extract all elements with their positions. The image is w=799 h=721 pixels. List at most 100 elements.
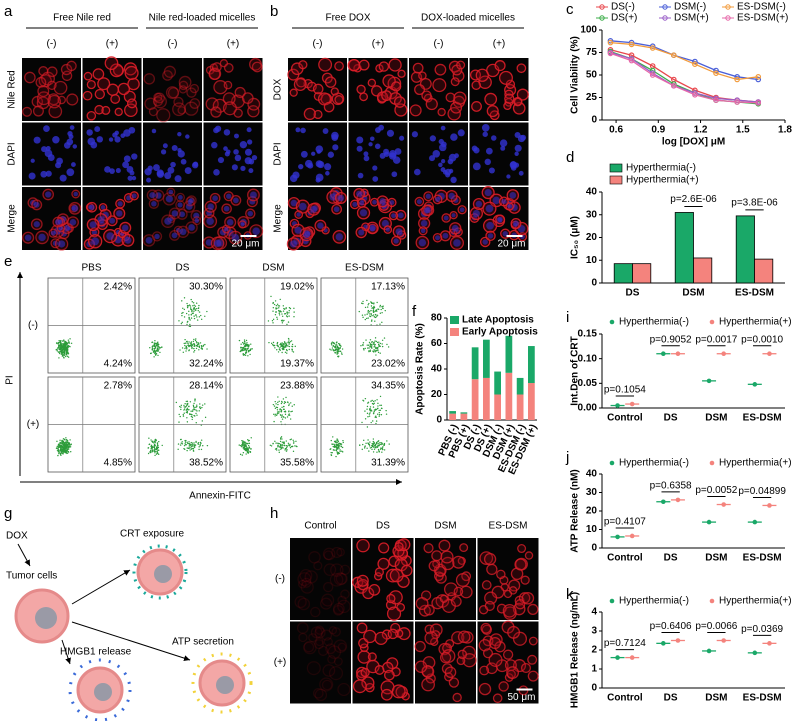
node-label: CRT exposure [120, 529, 185, 540]
p-value: p=0.0052 [695, 485, 737, 496]
nucleus-stain [375, 127, 381, 133]
event-dot [282, 343, 283, 344]
event-dot [332, 436, 333, 437]
event-dot [194, 409, 195, 410]
event-dot [251, 437, 252, 438]
event-dot [384, 443, 385, 444]
y-tick-label: 30 [586, 209, 598, 220]
event-dot [157, 451, 158, 452]
nucleus-stain [163, 143, 168, 148]
event-dot [286, 447, 287, 448]
cell-stain [392, 685, 405, 698]
event-dot [187, 442, 188, 443]
event-dot [157, 346, 158, 347]
event-dot [196, 422, 197, 423]
event-dot [283, 305, 284, 306]
bar-segment [472, 347, 479, 379]
cell-stain [87, 112, 95, 120]
event-dot [280, 444, 281, 445]
nucleus-stain [296, 212, 300, 216]
nucleus-stain [154, 234, 159, 239]
group-label: Free DOX [325, 13, 370, 24]
event-dot [279, 305, 280, 306]
event-dot [381, 343, 382, 344]
event-dot [341, 446, 342, 447]
nucleus-stain [116, 210, 122, 216]
cell-stain [335, 658, 343, 666]
nucleus-stain [419, 239, 426, 246]
event-dot [279, 311, 280, 312]
bar [736, 216, 754, 283]
event-dot [283, 310, 284, 311]
event-dot [153, 442, 154, 443]
y-axis-label: ATP Release (nM) [570, 469, 581, 553]
panel-letter: c [566, 1, 574, 18]
event-dot [191, 317, 192, 318]
event-dot [277, 343, 278, 344]
event-dot [155, 346, 156, 347]
point [676, 498, 681, 503]
event-dot [279, 347, 280, 348]
event-dot [378, 341, 379, 342]
event-dot [195, 413, 196, 414]
nucleus-stain [453, 239, 461, 247]
event-dot [284, 449, 285, 450]
event-dot [244, 354, 245, 355]
event-dot [277, 443, 278, 444]
event-dot [333, 346, 334, 347]
legend-marker [710, 320, 715, 325]
nucleus-stain [207, 203, 214, 210]
nucleus-stain [301, 151, 308, 158]
nucleus-stain [55, 162, 61, 168]
event-dot [246, 447, 247, 448]
event-dot [386, 344, 387, 345]
nucleus-stain [520, 135, 526, 141]
nucleus-stain [248, 211, 253, 216]
nucleus-stain [328, 152, 334, 158]
cell-stain [164, 66, 175, 77]
event-dot [274, 441, 275, 442]
event-dot [245, 445, 246, 446]
quadrant-percent: 2.78% [104, 381, 132, 392]
y-tick-label: 20 [431, 389, 443, 400]
event-dot [185, 440, 186, 441]
point [661, 641, 666, 646]
event-dot [380, 313, 381, 314]
cell-stain [319, 58, 332, 71]
event-dot [199, 445, 200, 446]
cell-stain [34, 106, 44, 116]
nucleus-stain [294, 227, 301, 234]
legend-label: ES-DSM(-) [737, 2, 786, 13]
event-dot [380, 353, 381, 354]
cell-stain [169, 88, 179, 98]
event-dot [248, 451, 249, 452]
nucleus-stain [234, 134, 239, 139]
cell-stain [476, 69, 488, 81]
quadrant-percent: 23.88% [280, 381, 314, 392]
point [630, 534, 635, 539]
event-dot [285, 402, 286, 403]
event-dot [158, 454, 159, 455]
event-dot [293, 316, 294, 317]
event-dot [250, 349, 251, 350]
cell-stain [479, 684, 490, 695]
event-dot [380, 444, 381, 445]
event-dot [288, 411, 289, 412]
event-dot [199, 410, 200, 411]
y-tick-label: 75 [586, 47, 598, 58]
event-dot [250, 448, 251, 449]
nucleus-stain [316, 177, 321, 182]
event-dot [57, 446, 58, 447]
event-dot [286, 445, 287, 446]
cell-stain [84, 72, 91, 79]
cell-stain [295, 596, 306, 607]
event-dot [289, 349, 290, 350]
cell-stain [472, 102, 482, 112]
nucleus-stain [240, 222, 244, 226]
legend-marker [710, 599, 715, 604]
event-dot [61, 445, 62, 446]
event-dot [335, 346, 336, 347]
event-dot [186, 401, 187, 402]
event-dot [182, 322, 183, 323]
y-axis-label: Apoptosis Rate (%) [415, 323, 426, 415]
